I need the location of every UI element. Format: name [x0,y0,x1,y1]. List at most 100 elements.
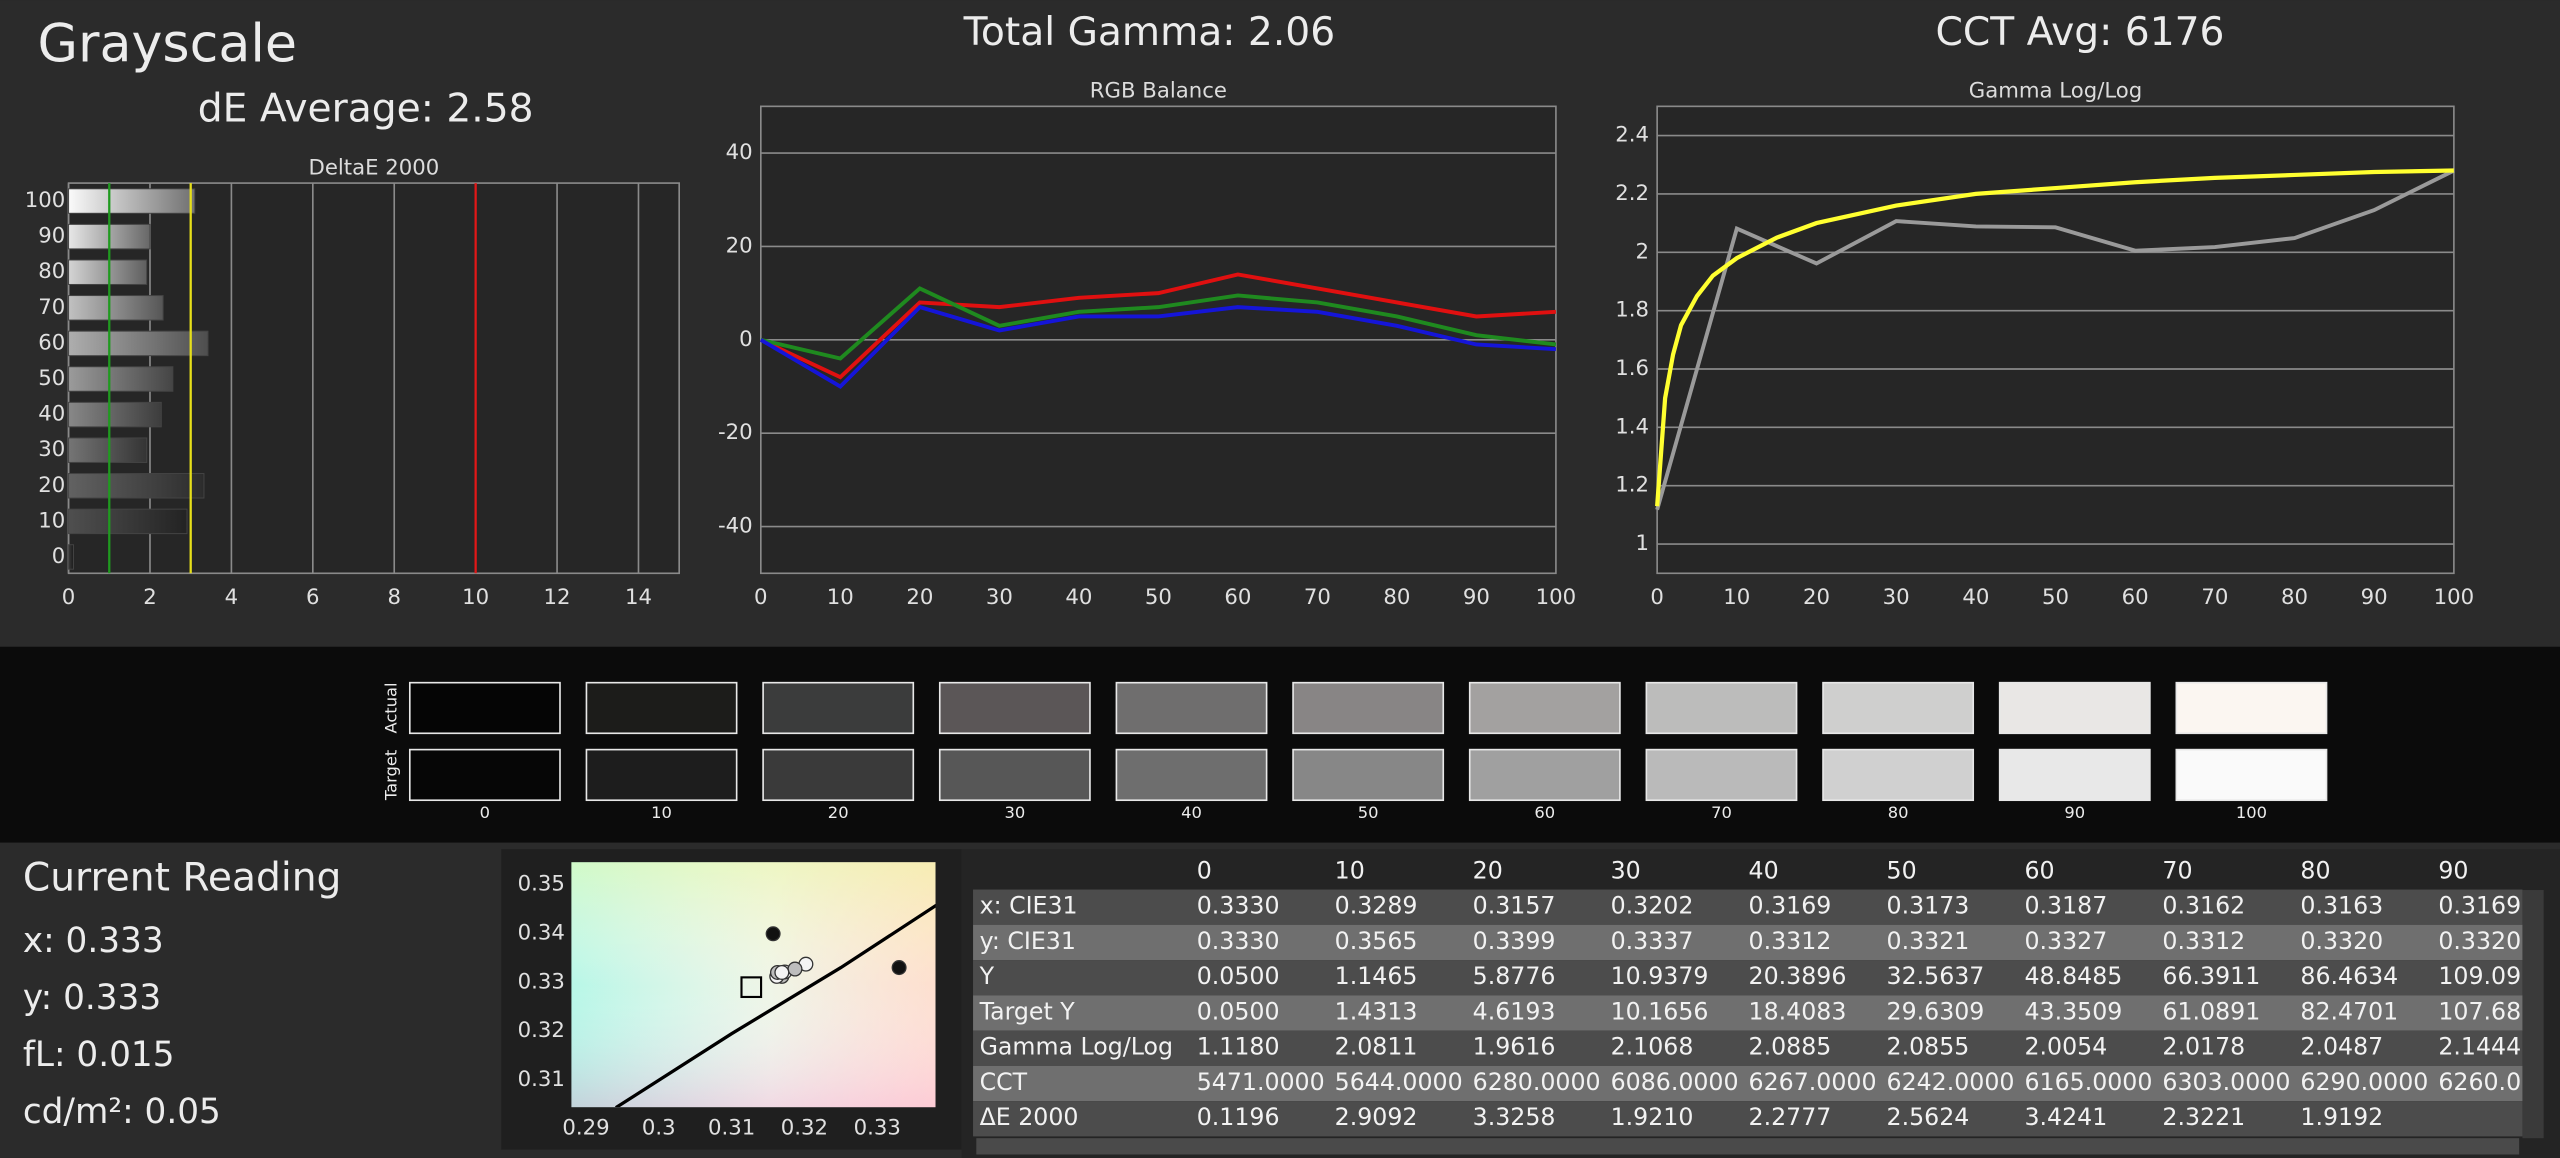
x-tick-label: 60 [1224,585,1251,610]
table-cell: 0.3320 [2300,927,2383,955]
x-tick-label: 80 [2281,585,2308,610]
column-header: 20 [1473,857,1503,885]
table-cell: 0.0500 [1197,997,1280,1025]
x-tick-label: 90 [1463,585,1490,610]
table-cell: 0.3169 [2438,892,2521,920]
reading-line: cd/m²: 0.05 [23,1092,221,1132]
table-cell: 0.3565 [1335,927,1418,955]
x-tick-label: 10 [462,585,489,610]
swatch-label: 90 [2064,803,2085,822]
x-tick-label: 50 [1145,585,1172,610]
x-tick-label: 20 [1803,585,1830,610]
x-tick-label: 0 [1650,585,1664,610]
y-tick-label: 50 [38,366,65,391]
measured-point [774,964,790,980]
bar [68,473,205,499]
table-cell: 0.3330 [1197,892,1280,920]
row-label: CCT [980,1068,1028,1096]
column-header: 90 [2438,857,2468,885]
y-tick-label: 0.35 [518,871,565,896]
target-swatch [1998,748,2151,802]
x-tick-label: 0.31 [708,1115,755,1140]
row-label: Gamma Log/Log [980,1033,1173,1061]
column-header: 70 [2162,857,2192,885]
table-cell: 1.9192 [2300,1103,2383,1131]
x-tick-label: 10 [827,585,854,610]
y-tick-label: 90 [38,224,65,249]
table-cell: 20.3896 [1749,962,1847,990]
reading-line: fL: 0.015 [23,1035,175,1075]
x-tick-label: 90 [2361,585,2388,610]
series-line [759,304,1557,389]
table-cell: 1.9616 [1473,1033,1556,1061]
table-cell: 86.4634 [2300,962,2398,990]
table-cell: 2.2777 [1749,1103,1832,1131]
table-cell: 0.3162 [2162,892,2245,920]
table-cell: 2.0487 [2300,1033,2383,1061]
actual-swatch [1115,681,1268,735]
actual-swatch [408,681,561,735]
chart-title: Gamma Log/Log [1969,79,2142,104]
measured-point [891,960,907,976]
table-cell: 5471.0000 [1197,1068,1325,1096]
swatch-label: 100 [2236,803,2267,822]
y-tick-label: 0.34 [518,920,565,945]
table-cell: 0.0500 [1197,962,1280,990]
actual-swatch [2175,681,2328,735]
swatch-label: 20 [828,803,849,822]
y-tick-label: 0 [739,327,753,352]
series-line [1655,168,2455,511]
measured-point [765,926,781,942]
x-tick-label: 0 [754,585,768,610]
swatch-label: 70 [1711,803,1732,822]
h-scrollbar[interactable] [976,1138,2520,1155]
target-point [740,976,763,999]
table-cell: 6267.0000 [1749,1068,1877,1096]
x-tick-label: 60 [2122,585,2149,610]
table-cell: 5644.0000 [1335,1068,1463,1096]
table-row [973,889,2523,925]
reading-title: Current Reading [23,856,342,901]
chart-title: RGB Balance [1090,79,1227,104]
plot-tint [571,862,936,1108]
y-tick-label: 0 [52,544,66,569]
row-label: Actual [381,682,400,733]
plot-area [1656,105,2455,575]
x-tick-label: 6 [306,585,320,610]
cct-avg: CCT Avg: 6176 [1936,10,2225,55]
y-tick-label: 40 [38,402,65,427]
table-cell: 61.0891 [2162,997,2260,1025]
v-scrollbar[interactable] [2522,890,2544,1139]
table-cell: 2.5624 [1887,1103,1970,1131]
swatch-label: 0 [480,803,490,822]
y-tick-label: 2.2 [1615,181,1649,206]
table-row [973,995,2523,1031]
bar [68,366,174,392]
de-average: dE Average: 2.58 [198,87,534,132]
swatch-band [0,646,2560,843]
y-tick-label: 1.4 [1615,414,1649,439]
column-header: 50 [1887,857,1917,885]
table-cell: 66.3911 [2162,962,2260,990]
bar [68,401,162,428]
target-swatch [1645,748,1798,802]
row-label: Y [979,962,995,990]
y-tick-label: 40 [726,140,753,165]
swatch-label: 40 [1181,803,1202,822]
y-tick-label: 0.32 [518,1018,565,1043]
table-row [973,960,2523,996]
table-cell: 48.8485 [2024,962,2122,990]
x-tick-label: 0.32 [781,1115,828,1140]
y-tick-label: 1 [1635,531,1649,556]
table-row [973,1030,2523,1066]
series-line [1655,168,2454,507]
table-cell: 32.5637 [1887,962,1985,990]
table-cell: 6260.0 [2438,1068,2521,1096]
y-tick-label: 1.8 [1615,298,1649,323]
y-tick-label: 20 [38,473,65,498]
x-tick-label: 0.33 [854,1115,901,1140]
target-swatch [1115,748,1268,802]
table-row [973,1101,2523,1137]
